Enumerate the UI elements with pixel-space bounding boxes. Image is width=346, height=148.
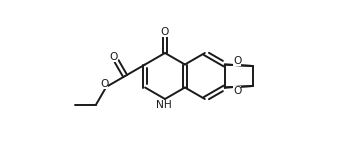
Text: O: O <box>100 79 108 89</box>
Text: O: O <box>233 86 242 96</box>
Text: O: O <box>233 56 242 66</box>
Text: O: O <box>109 52 118 62</box>
Text: O: O <box>161 27 169 37</box>
Text: NH: NH <box>156 100 172 110</box>
